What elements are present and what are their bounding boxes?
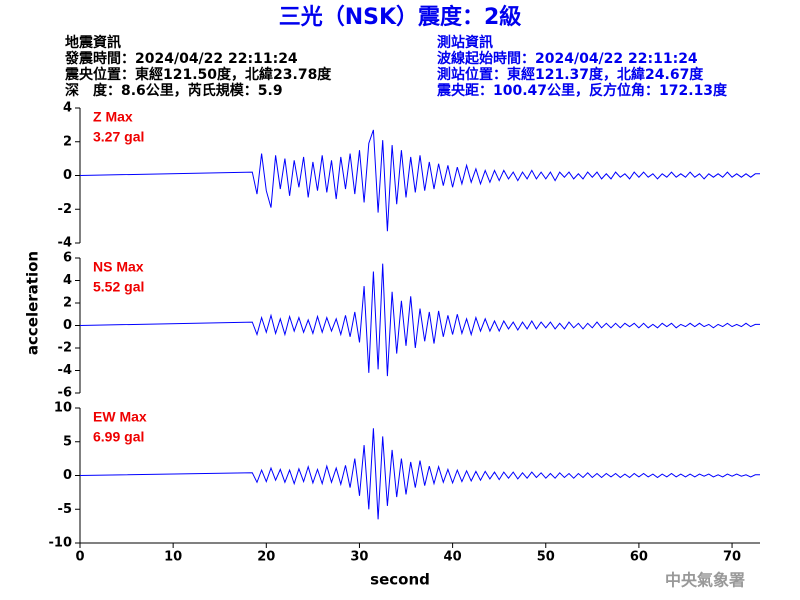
- info-line: 震央距：100.47公里，反方位角：172.13度: [436, 82, 728, 99]
- x-tick-label: 40: [444, 550, 462, 565]
- y-tick-label: -4: [58, 236, 72, 251]
- y-tick-label: -2: [58, 202, 72, 217]
- y-axis-label: acceleration: [24, 251, 42, 355]
- chart-title: 三光（NSK）震度：2級: [279, 4, 522, 30]
- info-line: 測站資訊: [437, 34, 493, 51]
- x-tick-label: 30: [350, 550, 368, 565]
- panel-label: Z Max: [93, 109, 133, 125]
- panel-label: NS Max: [93, 259, 144, 275]
- x-tick-label: 20: [257, 550, 275, 565]
- info-line: 震央位置：東經121.50度，北緯23.78度: [64, 66, 332, 83]
- info-line: 發震時間：2024/04/22 22:11:24: [64, 50, 298, 67]
- y-tick-label: -4: [58, 363, 72, 378]
- y-tick-label: 2: [63, 296, 72, 311]
- max-label: 6.99 gal: [93, 429, 144, 445]
- y-tick-label: 0: [63, 468, 72, 483]
- y-tick-label: -6: [58, 386, 72, 401]
- y-tick-label: 6: [63, 251, 72, 266]
- x-tick-label: 60: [630, 550, 648, 565]
- y-tick-label: 10: [54, 401, 72, 416]
- y-tick-label: 0: [63, 318, 72, 333]
- max-label: 3.27 gal: [93, 129, 144, 145]
- x-axis-label: second: [370, 571, 430, 589]
- y-tick-label: -5: [58, 502, 72, 517]
- x-tick-label: 0: [75, 550, 84, 565]
- max-label: 5.52 gal: [93, 279, 144, 295]
- footer: 中央氣象署: [665, 571, 745, 590]
- x-tick-label: 70: [723, 550, 741, 565]
- x-tick-label: 50: [537, 550, 555, 565]
- y-tick-label: 4: [63, 273, 72, 288]
- y-tick-label: 5: [63, 434, 72, 449]
- waveform: [79, 263, 760, 377]
- waveform: [79, 428, 760, 520]
- waveform: [79, 129, 760, 232]
- y-tick-label: 0: [63, 168, 72, 183]
- panel-label: EW Max: [93, 409, 147, 425]
- info-line: 波線起始時間：2024/04/22 22:11:24: [437, 50, 698, 67]
- y-tick-label: -2: [58, 341, 72, 356]
- y-tick-label: 2: [63, 134, 72, 149]
- info-line: 深 度：8.6公里，芮氏規模：5.9: [65, 82, 283, 99]
- info-line: 地震資訊: [65, 34, 121, 51]
- y-tick-label: 4: [63, 101, 72, 116]
- info-line: 測站位置：東經121.37度，北緯24.67度: [437, 66, 704, 83]
- y-tick-label: -10: [49, 536, 73, 551]
- x-tick-label: 10: [164, 550, 182, 565]
